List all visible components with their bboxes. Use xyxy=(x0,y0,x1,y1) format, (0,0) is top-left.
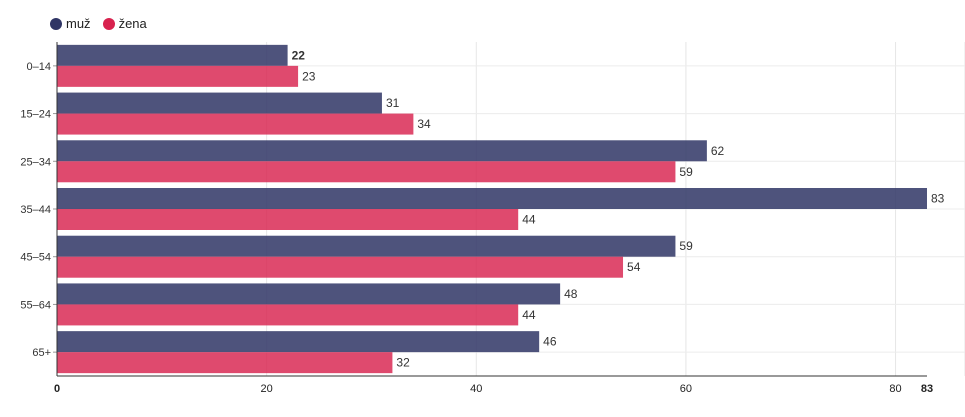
bar xyxy=(57,140,707,162)
data-label: 62 xyxy=(711,144,725,158)
data-label: 22 xyxy=(292,48,306,62)
y-tick-label: 35–44 xyxy=(20,204,51,216)
legend-label-zena: žena xyxy=(118,16,147,31)
data-label: 44 xyxy=(522,213,536,227)
bar xyxy=(57,352,393,374)
bar xyxy=(57,209,519,230)
bar xyxy=(57,65,299,87)
y-tick-label: 65+ xyxy=(32,347,51,359)
x-tick-label: 80 xyxy=(889,383,901,395)
data-label: 54 xyxy=(627,260,641,274)
x-tick-label: 0 xyxy=(54,383,60,395)
y-tick-label: 25–34 xyxy=(20,156,51,168)
x-tick-label: 60 xyxy=(680,383,692,395)
bar xyxy=(57,113,414,135)
bar xyxy=(57,283,561,305)
bar xyxy=(57,92,382,114)
data-label: 48 xyxy=(564,287,578,301)
data-label: 44 xyxy=(522,308,536,322)
data-label: 23 xyxy=(302,69,316,83)
y-tick-label: 0–14 xyxy=(27,61,51,73)
legend-item-zena[interactable]: žena xyxy=(102,16,147,31)
x-tick-label: 20 xyxy=(261,383,273,395)
bar xyxy=(57,304,519,326)
x-tick-label: 40 xyxy=(470,383,482,395)
bar xyxy=(57,44,288,66)
data-label: 83 xyxy=(931,192,945,206)
legend: muž žena xyxy=(50,16,147,31)
legend-item-muz[interactable]: muž xyxy=(50,16,91,31)
bar xyxy=(57,161,676,183)
legend-dot-zena xyxy=(102,17,115,30)
data-label: 34 xyxy=(417,117,431,131)
legend-label-muz: muž xyxy=(66,16,91,31)
x-tick-label: 83 xyxy=(921,383,933,395)
y-tick-label: 15–24 xyxy=(20,109,51,121)
y-tick-label: 55–64 xyxy=(20,299,51,311)
data-label: 46 xyxy=(543,335,557,349)
bar xyxy=(57,188,927,209)
data-label: 59 xyxy=(679,239,693,253)
data-label: 59 xyxy=(679,165,693,179)
data-label: 31 xyxy=(386,96,400,110)
y-tick-label: 45–54 xyxy=(20,252,51,264)
bar xyxy=(57,331,540,353)
bar xyxy=(57,235,676,257)
bar xyxy=(57,256,624,278)
legend-dot-muz xyxy=(50,17,62,30)
data-label: 32 xyxy=(396,356,410,370)
